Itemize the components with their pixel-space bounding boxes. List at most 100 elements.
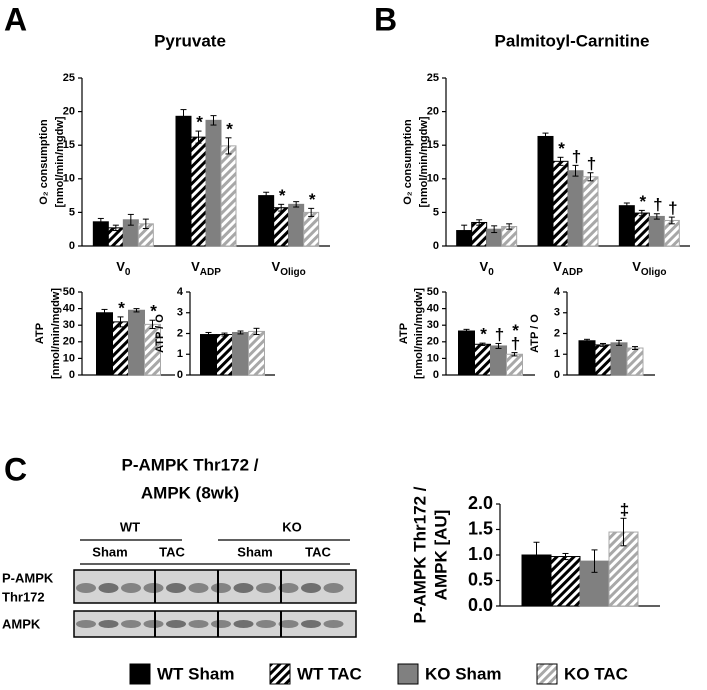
bar [258,195,275,247]
bar [288,203,305,247]
blot-band [143,620,164,628]
y-axis-label: O₂ consumption [38,119,50,205]
error-bar [225,137,232,155]
significance-mark: * [279,186,286,205]
bar [626,347,644,376]
error-bar [205,331,212,338]
legend-label: KO TAC [564,664,628,683]
blot-row-label: P-AMPK [2,570,54,585]
y-tick-label: 1 [177,348,183,360]
blot-band [233,620,254,628]
blot-band [233,583,254,593]
error-bar [142,218,149,230]
bar [175,115,192,247]
group-label: Sham [92,544,127,559]
error-bar [97,217,104,226]
blot-band [121,583,141,593]
blot-band [301,620,321,628]
significance-mark: * [309,190,316,209]
error-bar [620,517,627,547]
y-axis-label: ATP / O [529,314,541,353]
bar [618,205,635,247]
bar [490,345,507,376]
error-bar [591,549,598,573]
error-bar [476,219,483,226]
y-tick-label: 10 [63,352,75,364]
error-bar [133,308,140,313]
significance-mark: † [587,154,596,173]
bar [648,215,665,247]
y-axis-label: [nmol/min/mgdw] [413,288,425,379]
y-tick-label: 40 [427,303,439,315]
blot-band [278,620,299,628]
blot-band [211,583,231,593]
error-bar [210,115,217,126]
error-bar [491,225,498,234]
significance-mark: * [558,139,565,158]
blot-band [98,620,119,628]
bar [205,119,222,247]
bar [248,330,265,376]
panel-label: C [4,451,27,487]
bar [578,340,596,376]
error-bar [278,203,285,212]
y-tick-label: 3 [177,307,183,319]
bar [303,211,320,247]
y-tick-label: 0 [69,369,75,381]
x-tick-label: VOligo [272,259,306,277]
error-bar [668,216,675,225]
category-base: V [191,259,200,274]
category-sub: ADP [200,267,221,278]
y-tick-label: 25 [427,72,439,84]
x-tick-label: VADP [553,259,583,277]
y-axis-label: ATP [34,323,46,344]
significance-mark: ‡ [620,500,629,519]
x-tick-label: VOligo [632,259,666,277]
error-bar [263,191,270,200]
blot-row-label: AMPK [2,616,41,631]
y-tick-label: 3 [554,307,560,319]
error-bar [149,319,156,330]
y-axis-label: [nmol/min/mgdw] [54,116,66,207]
bar [582,176,599,247]
y-tick-label: 10 [427,352,439,364]
bar [567,170,584,247]
blot-band [278,583,299,593]
blot-band [256,620,276,628]
error-bar [616,339,622,346]
blot-band [323,620,344,628]
error-bar [127,213,134,226]
y-tick-label: 5 [69,206,75,218]
y-tick-label: 0 [177,369,183,381]
category-base: V [272,259,281,274]
legend-label: WT TAC [297,664,362,683]
blot-image [73,569,357,638]
blot-band [256,583,276,593]
y-axis-label: [nmol/min/mgdw] [418,116,430,207]
bar [506,353,523,376]
genotype-label: WT [120,519,140,534]
blot-band [143,583,164,593]
legend-swatch [536,663,558,685]
y-tick-label: 0.0 [468,595,493,615]
error-bar [587,172,594,182]
blot-band [166,620,186,628]
error-bar [542,132,549,141]
bar [220,145,237,247]
significance-mark: * [118,298,125,317]
chart-title: Pyruvate [154,31,226,50]
error-bar [180,109,187,124]
blot-band [301,583,321,593]
y-tick-label: 50 [63,286,75,298]
x-tick-label: V0 [116,259,131,277]
y-axis-label: O₂ consumption [402,119,414,205]
y-tick-label: 30 [427,319,439,331]
y-axis-label: ATP [398,323,410,344]
category-sub: 0 [488,267,494,278]
blot-band [98,583,119,593]
legend-swatch [129,663,151,685]
blot-band [76,620,96,628]
y-tick-label: 2.0 [468,493,493,513]
significance-mark: † [572,147,581,166]
error-bar [195,130,202,144]
